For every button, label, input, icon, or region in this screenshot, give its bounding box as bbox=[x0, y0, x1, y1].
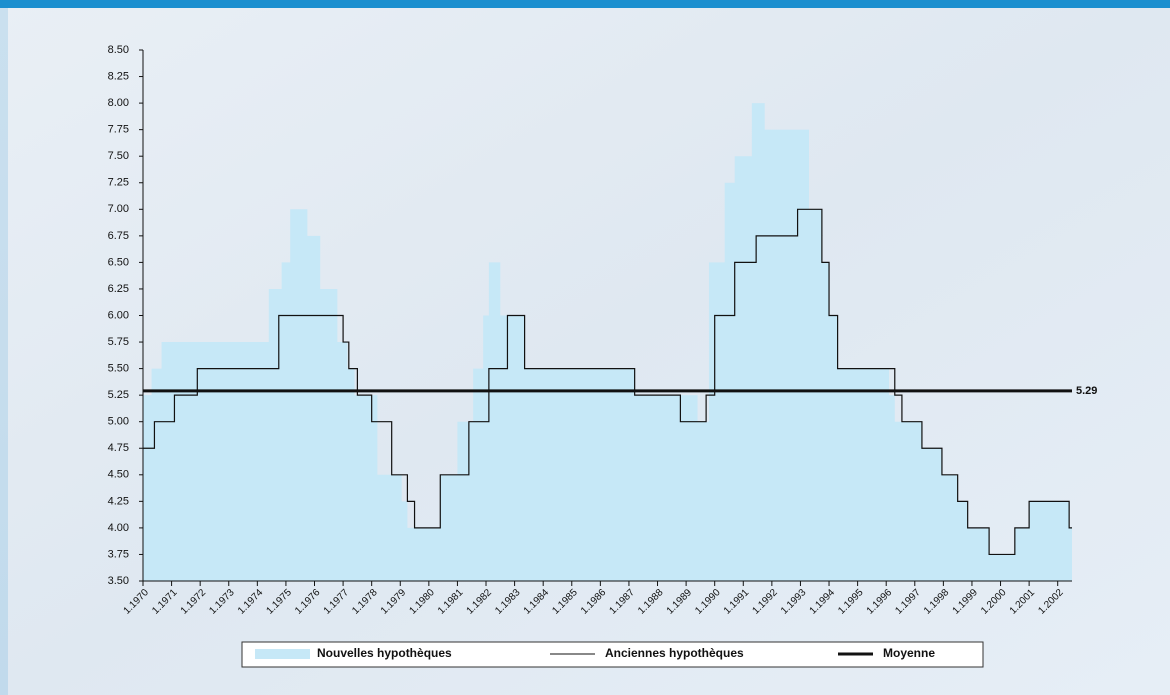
y-tick-label: 3.75 bbox=[108, 548, 129, 560]
y-tick-label: 8.50 bbox=[108, 44, 129, 56]
y-tick-label: 6.75 bbox=[108, 230, 129, 242]
y-tick-label: 6.00 bbox=[108, 309, 129, 321]
y-tick-label: 5.25 bbox=[108, 389, 129, 401]
y-tick-label: 6.50 bbox=[108, 256, 129, 268]
legend-label: Moyenne bbox=[883, 646, 935, 660]
y-tick-label: 4.50 bbox=[108, 469, 129, 481]
y-tick-label: 4.00 bbox=[108, 522, 129, 534]
mean-label: 5.29 bbox=[1076, 385, 1097, 397]
y-tick-label: 4.75 bbox=[108, 442, 129, 454]
frame-left bbox=[0, 8, 8, 695]
y-tick-label: 8.00 bbox=[108, 97, 129, 109]
y-tick-label: 3.50 bbox=[108, 575, 129, 587]
y-tick-label: 7.75 bbox=[108, 124, 129, 136]
legend-label: Anciennes hypothèques bbox=[605, 646, 744, 660]
legend-label: Nouvelles hypothèques bbox=[317, 646, 452, 660]
y-tick-label: 7.00 bbox=[108, 203, 129, 215]
title-bar bbox=[0, 0, 1170, 8]
y-tick-label: 7.25 bbox=[108, 177, 129, 189]
y-tick-label: 5.50 bbox=[108, 363, 129, 375]
y-tick-label: 7.50 bbox=[108, 150, 129, 162]
y-tick-label: 8.25 bbox=[108, 70, 129, 82]
y-tick-label: 5.00 bbox=[108, 416, 129, 428]
line bbox=[143, 208, 1072, 556]
area bbox=[143, 103, 1072, 581]
legend-swatch bbox=[255, 649, 310, 659]
y-tick-label: 5.75 bbox=[108, 336, 129, 348]
y-tick-label: 4.25 bbox=[108, 495, 129, 507]
y-tick-label: 6.25 bbox=[108, 283, 129, 295]
